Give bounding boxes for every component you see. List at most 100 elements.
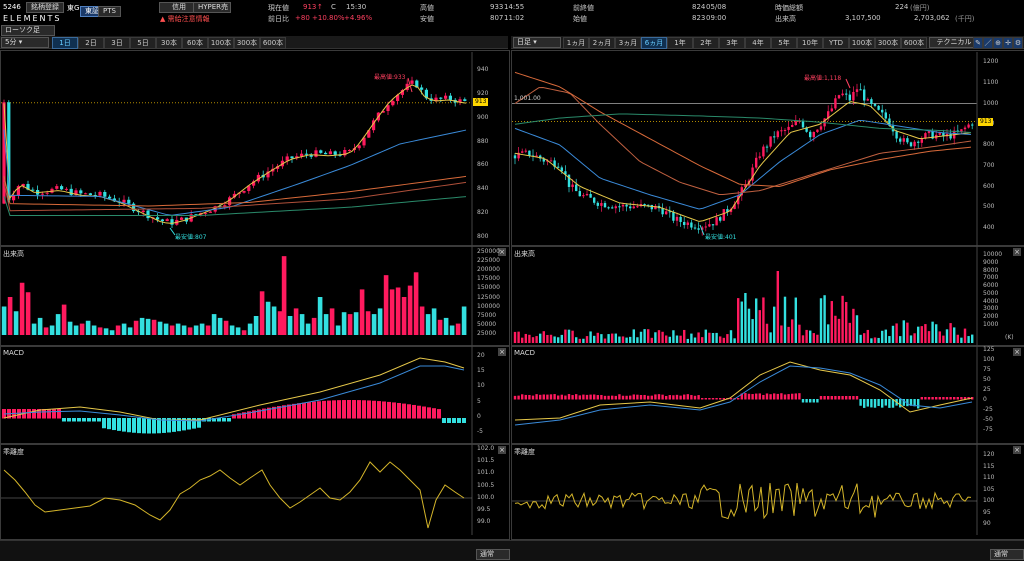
left-macd-hist-bar — [157, 418, 161, 434]
right-volume-bar — [863, 333, 866, 343]
right-macd-label: MACD — [514, 349, 535, 357]
right-period-tab-8[interactable]: 5年 — [771, 37, 797, 49]
right-candle — [733, 204, 736, 210]
exchange-tab-pts[interactable]: PTS — [98, 6, 121, 17]
left-period-tab-3[interactable]: 5日 — [130, 37, 156, 49]
left-footer-select[interactable]: 通常 — [476, 549, 510, 560]
left-period-tab-7[interactable]: 300本 — [234, 37, 260, 49]
left-ratio-panel[interactable]: 乖離度 — [0, 444, 510, 540]
right-volume-bar — [719, 336, 722, 343]
right-macd-hist-bar — [909, 399, 913, 406]
left-candle — [463, 99, 467, 101]
right-macd-hist-bar — [539, 394, 542, 400]
right-candle — [647, 204, 650, 206]
right-period-tab-11[interactable]: 100本 — [849, 37, 875, 49]
left-volume-bar — [163, 323, 169, 335]
right-interval-select[interactable]: 日足 ▾ — [513, 37, 561, 48]
right-macd-hist-bar — [524, 394, 527, 400]
right-macd-hist-bar — [877, 399, 880, 407]
left-period-tab-2[interactable]: 3日 — [104, 37, 130, 49]
right-volume-tick-4: 6000 — [983, 282, 999, 290]
left-period-tab-8[interactable]: 600本 — [260, 37, 286, 49]
left-candle — [367, 130, 371, 138]
left-period-tab-6[interactable]: 100本 — [208, 37, 234, 49]
left-candle — [228, 197, 232, 206]
left-volume-bar — [193, 325, 199, 335]
right-price-panel[interactable] — [511, 50, 1024, 246]
right-macd-hist-bar — [769, 394, 772, 400]
open-value: 823 — [692, 14, 706, 22]
left-period-tab-5[interactable]: 60本 — [182, 37, 208, 49]
right-period-tab-1[interactable]: 2ヵ月 — [589, 37, 615, 49]
right-ma-long-line — [514, 87, 972, 195]
right-period-tab-10[interactable]: YTD — [823, 37, 849, 49]
line-tool-icon[interactable]: ／ — [983, 37, 993, 49]
right-period-tab-0[interactable]: 1ヵ月 — [563, 37, 589, 49]
chart-type-select[interactable]: ローソク足 — [1, 25, 55, 36]
right-volume-bar — [539, 333, 542, 343]
left-period-tab-1[interactable]: 2日 — [78, 37, 104, 49]
right-period-tab-7[interactable]: 4年 — [745, 37, 771, 49]
left-volume-bar — [109, 330, 115, 335]
right-period-tab-12[interactable]: 300本 — [875, 37, 901, 49]
right-volume-bar — [722, 337, 725, 343]
right-macd-hist-bar — [531, 395, 535, 400]
right-period-tab-3[interactable]: 6ヵ月 — [641, 37, 667, 49]
left-macd-hist-bar — [242, 412, 246, 419]
left-candle — [439, 97, 443, 99]
left-period-tab-0[interactable]: 1日 — [52, 37, 78, 49]
left-interval-select[interactable]: 5分 ▾ — [1, 37, 49, 48]
right-candle — [567, 174, 571, 187]
right-volume-bar — [798, 324, 801, 343]
right-macd-hist-bar — [859, 399, 862, 406]
right-period-tab-13[interactable]: 600本 — [901, 37, 927, 49]
left-macd-close-icon[interactable]: × — [498, 348, 506, 356]
right-period-tab-6[interactable]: 3年 — [719, 37, 745, 49]
right-period-tab-2[interactable]: 3ヵ月 — [615, 37, 641, 49]
right-ratio-panel[interactable]: 乖離度 — [511, 444, 1024, 540]
left-ratio-close-icon[interactable]: × — [498, 446, 506, 454]
right-candle — [625, 204, 628, 207]
right-volume-bar — [697, 332, 700, 343]
left-volume-bar — [187, 327, 193, 335]
right-high-pointer — [845, 78, 851, 89]
right-volume-bar — [647, 329, 650, 343]
right-period-tab-5[interactable]: 2年 — [693, 37, 719, 49]
right-macd-close-icon[interactable]: × — [1013, 348, 1021, 356]
right-macd-tick-8: -75 — [983, 426, 993, 433]
left-volume-bar — [401, 297, 407, 335]
left-volume-bar — [181, 325, 187, 335]
right-period-tab-4[interactable]: 1年 — [667, 37, 693, 49]
right-footer-select[interactable]: 通常 — [990, 549, 1024, 560]
left-volume-bar — [271, 306, 277, 335]
right-macd-hist-bar — [927, 397, 931, 400]
right-ratio-close-icon[interactable]: × — [1013, 446, 1021, 454]
right-volume-bar — [780, 325, 783, 343]
left-volume-close-icon[interactable]: × — [498, 248, 506, 256]
zoom-icon[interactable]: ⊕ — [993, 37, 1003, 49]
left-candle — [16, 186, 20, 195]
settings-icon[interactable]: ⚙ — [1013, 37, 1023, 49]
left-macd-hist-bar — [422, 406, 426, 419]
left-volume-bar — [265, 301, 271, 335]
left-candle — [276, 166, 280, 169]
left-candle — [333, 151, 337, 155]
crosshair-icon[interactable]: ✛ — [1003, 37, 1013, 49]
register-stock-button[interactable]: 銘柄登録 — [26, 2, 64, 13]
left-candle — [386, 105, 390, 111]
left-period-tab-4[interactable]: 30本 — [156, 37, 182, 49]
current-price-time: 15:30 — [346, 3, 367, 11]
left-volume-bar — [413, 272, 419, 335]
right-candle — [686, 222, 689, 225]
right-period-tab-9[interactable]: 10年 — [797, 37, 823, 49]
right-candle — [589, 193, 592, 198]
right-candle — [906, 138, 909, 143]
left-macd-hist-bar — [352, 400, 356, 419]
left-price-panel[interactable] — [0, 50, 510, 246]
current-price-label: 現在値 — [268, 4, 289, 12]
right-macd-hist-bar — [521, 394, 524, 400]
right-volume-close-icon[interactable]: × — [1013, 248, 1021, 256]
pencil-icon[interactable]: ✎ — [973, 37, 983, 49]
left-macd-panel[interactable]: MACD — [0, 346, 510, 444]
right-candle — [542, 158, 545, 162]
